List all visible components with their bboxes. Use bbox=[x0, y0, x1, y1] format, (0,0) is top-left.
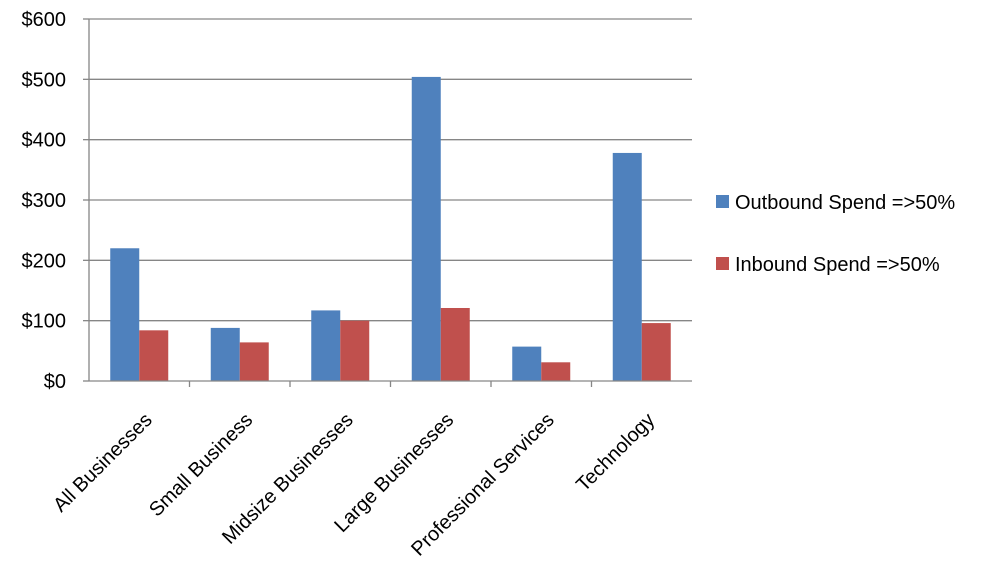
bars bbox=[110, 77, 671, 381]
x-tick-label: All Businesses bbox=[49, 409, 157, 517]
y-tick-label: $600 bbox=[22, 9, 67, 31]
bar-inbound bbox=[240, 342, 269, 381]
legend-label: Outbound Spend =>50% bbox=[735, 192, 955, 214]
y-tick-label: $200 bbox=[22, 250, 67, 272]
y-tick-labels: $0 $100 $200 $300 $400 $500 $600 bbox=[22, 9, 67, 393]
legend: Outbound Spend =>50% Inbound Spend =>50% bbox=[716, 192, 955, 276]
bar-outbound bbox=[311, 310, 340, 381]
y-tick-label: $500 bbox=[22, 69, 67, 91]
y-tick-label: $100 bbox=[22, 311, 67, 333]
legend-swatch bbox=[716, 195, 729, 208]
y-tick-label: $400 bbox=[22, 130, 67, 152]
axes bbox=[89, 19, 692, 387]
bar-inbound bbox=[642, 323, 671, 381]
bar-inbound bbox=[441, 308, 470, 381]
bar-inbound bbox=[139, 330, 168, 381]
legend-label: Inbound Spend =>50% bbox=[735, 254, 940, 276]
gridlines bbox=[83, 19, 692, 381]
x-tick-label: Technology bbox=[572, 409, 659, 496]
y-tick-label: $0 bbox=[44, 371, 66, 393]
bar-outbound bbox=[512, 347, 541, 381]
bar-outbound bbox=[211, 328, 240, 381]
bar-outbound bbox=[110, 248, 139, 381]
bar-inbound bbox=[541, 362, 570, 381]
y-tick-label: $300 bbox=[22, 190, 67, 212]
x-tick-label: Small Business bbox=[145, 409, 257, 521]
bar-outbound bbox=[613, 153, 642, 381]
legend-swatch bbox=[716, 257, 729, 270]
bar-outbound bbox=[412, 77, 441, 381]
bar-inbound bbox=[340, 321, 369, 381]
